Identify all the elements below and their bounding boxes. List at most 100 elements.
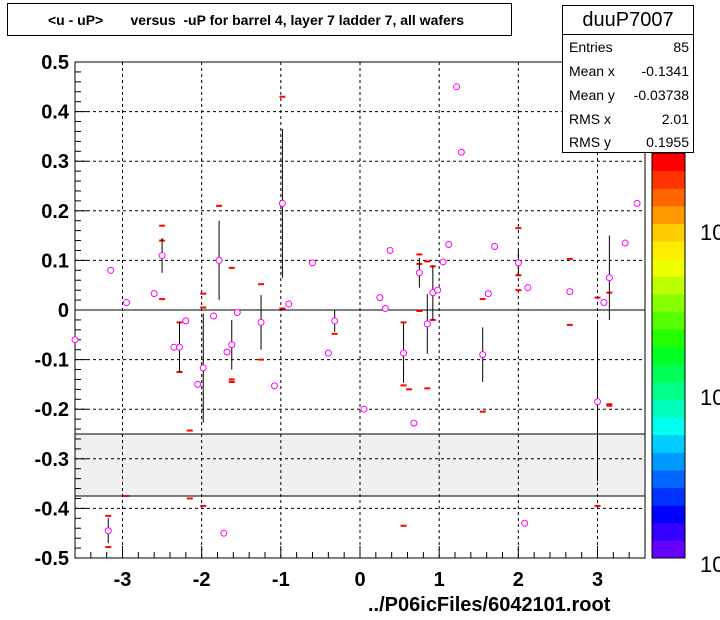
title-box: <u - uP> versus -uP for barrel 4, layer … <box>7 3 512 36</box>
colorbar-label: 10 <box>700 220 720 245</box>
colorbar-cell <box>652 311 685 330</box>
data-point <box>600 299 608 307</box>
y-tick-label: -0.2 <box>35 399 69 421</box>
y-tick-label: 0.4 <box>41 102 70 124</box>
data-point <box>210 312 218 320</box>
data-point <box>621 239 629 247</box>
data-point <box>376 294 384 302</box>
colorbar-cell <box>652 452 685 471</box>
data-point <box>233 308 241 316</box>
data-point <box>479 351 487 359</box>
data-point <box>521 519 529 527</box>
stats-value: -0.03738 <box>633 87 689 103</box>
data-point <box>122 299 130 307</box>
y-tick-label: 0.5 <box>41 52 69 74</box>
stats-value: -0.1341 <box>641 63 689 79</box>
stats-row-rms-x: RMS x 2.01 <box>569 108 691 130</box>
stats-label: Mean y <box>569 87 615 103</box>
data-point <box>271 382 278 390</box>
stats-value: 0.1955 <box>646 134 689 150</box>
data-point <box>381 305 389 313</box>
colorbar-cell <box>652 469 685 489</box>
colorbar-cell <box>652 364 685 383</box>
data-point <box>360 405 368 413</box>
stats-row-mean-x: Mean x -0.1341 <box>569 60 691 82</box>
data-point <box>107 266 115 274</box>
data-point <box>309 259 316 267</box>
data-point <box>220 529 228 537</box>
plot-area: -3 -2 -1 0 1 2 3 -0.5 -0.4 -0.3 -0.2 -0.1 0 0.1 0.2 0.3… <box>35 52 720 591</box>
data-point <box>514 259 522 267</box>
stats-label: RMS y <box>569 134 611 150</box>
data-point <box>453 83 461 91</box>
colorbar-cell <box>652 276 685 295</box>
data-point <box>594 398 601 406</box>
colorbar-cell <box>652 170 685 189</box>
y-tick-label: -0.1 <box>35 350 69 372</box>
data-point <box>491 243 499 251</box>
data-point <box>324 349 332 357</box>
colorbar-cell <box>652 258 685 277</box>
data-point <box>400 349 408 357</box>
colorbar-cell <box>652 540 685 559</box>
colorbar-cell <box>652 434 685 453</box>
data-point <box>566 288 574 296</box>
stats-histogram-name: duuP7007 <box>563 6 693 35</box>
y-tick-label: 0.3 <box>41 151 69 173</box>
colorbar-label: 10 <box>700 385 720 410</box>
data-point <box>215 256 223 264</box>
y-tick-label: -0.4 <box>35 498 70 520</box>
x-tick-label: 1 <box>434 569 445 591</box>
stats-label: RMS x <box>569 111 611 127</box>
data-point <box>415 269 423 277</box>
footer-filename: ../P06icFiles/6042101.root <box>368 594 611 616</box>
x-tick-label: 0 <box>354 569 365 591</box>
colorbar-cell <box>652 381 685 401</box>
colorbar-cell <box>652 293 685 312</box>
data-point <box>331 317 339 325</box>
data-point <box>158 251 166 259</box>
colorbar-cell <box>652 417 685 436</box>
data-point <box>194 380 202 388</box>
x-tick-label: -2 <box>193 569 211 591</box>
data-point <box>423 320 431 328</box>
colorbar-cell <box>652 223 685 242</box>
data-point <box>199 364 207 372</box>
stats-value: 85 <box>673 39 689 55</box>
colorbar-cell <box>652 205 685 224</box>
data-point <box>176 343 183 351</box>
data-point <box>434 286 442 294</box>
colorbar-label: 10 <box>700 552 720 577</box>
stats-value: 2.01 <box>661 111 689 127</box>
colorbar-cell <box>652 399 685 418</box>
y-tick-label: -0.5 <box>35 548 69 570</box>
colorbar-cell <box>652 505 685 524</box>
data-point <box>633 199 641 207</box>
colorbar-cell <box>652 153 685 172</box>
colorbar-cell <box>652 522 685 541</box>
x-tick-label: 3 <box>592 569 603 591</box>
colorbar-cell <box>652 346 685 365</box>
colorbar-cell <box>652 329 685 348</box>
data-point <box>150 290 158 298</box>
y-tick-label: 0 <box>58 300 69 322</box>
x-tick-label: -3 <box>114 569 132 591</box>
colorbar-cell <box>652 241 685 260</box>
data-point <box>524 284 532 292</box>
data-point <box>410 419 418 427</box>
data-point <box>445 241 453 249</box>
data-point <box>439 258 447 266</box>
colorbar-cell <box>652 188 685 207</box>
stats-row-rms-y: RMS y 0.1955 <box>569 131 691 153</box>
data-point <box>228 341 236 349</box>
stats-label: Entries <box>569 39 613 55</box>
data-point <box>71 336 79 344</box>
data-point <box>457 148 465 156</box>
data-point <box>484 290 492 298</box>
data-point <box>285 300 293 308</box>
stats-row-entries: Entries 85 <box>569 36 691 58</box>
y-tick-label: 0.2 <box>41 201 69 223</box>
x-tick-label: 2 <box>513 569 524 591</box>
chart-title: <u - uP> versus -uP for barrel 4, layer … <box>48 12 465 28</box>
y-tick-label: -0.3 <box>35 449 69 471</box>
